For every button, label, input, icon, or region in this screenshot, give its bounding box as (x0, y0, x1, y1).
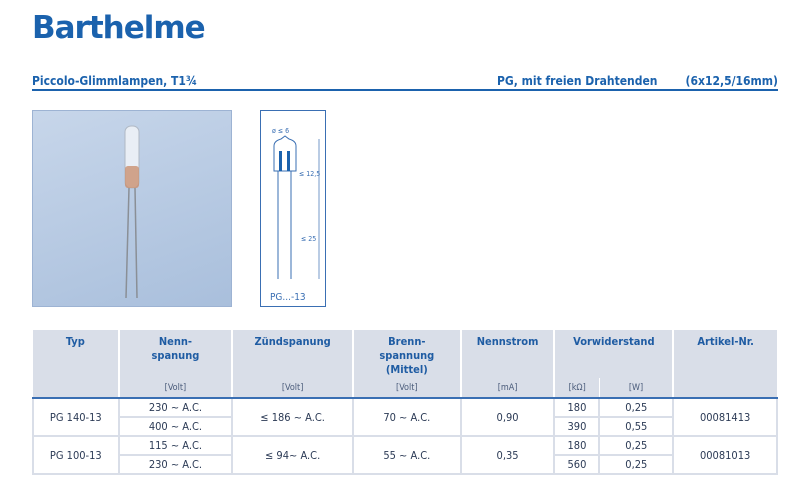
lead-length-label: ≤ 25 (301, 235, 316, 243)
cell-kohm: 180 (553, 397, 601, 418)
product-subtitle: PG, mit freien Drahtenden (497, 74, 658, 88)
cell-brenn: 70 ~ A.C. (351, 397, 462, 437)
header-nennstrom: Nennstrom (459, 330, 555, 378)
cell-typ: PG 100-13 (32, 435, 120, 475)
cell-watt: 0,55 (598, 416, 675, 437)
cell-strom: 0,90 (459, 397, 556, 437)
cell-artikel: 00081413 (672, 397, 778, 437)
specs-table: Typ Nenn- spanung Zündspanung Brenn- spa… (32, 330, 778, 475)
cell-brenn: 55 ~ A.C. (351, 435, 462, 475)
cell-typ: PG 140-13 (32, 397, 120, 437)
cell-nenn: 230 ~ A.C. (117, 397, 234, 418)
table-row: PG 100-13 115 ~ A.C. ≤ 94~ A.C. 55 ~ A.C… (32, 435, 778, 475)
header-brennspannung: Brenn- spannung (Mittel) (351, 330, 461, 378)
unit-kohm: [kΩ] (553, 378, 600, 399)
cell-watt: 0,25 (598, 397, 675, 418)
product-photo (32, 110, 232, 307)
cell-watt: 0,25 (598, 454, 675, 475)
header-nennspanung: Nenn- spanung (117, 330, 233, 378)
unit-empty2 (672, 378, 777, 399)
dimension-drawing: ø ≤ 6 ≤ 12,5 ≤ 25 PG...-13 (260, 110, 326, 307)
unit-nenn: [Volt] (117, 378, 233, 399)
lamp-dimension-diagram: ø ≤ 6 ≤ 12,5 ≤ 25 (272, 127, 320, 279)
cell-nenn: 230 ~ A.C. (117, 454, 234, 475)
cell-kohm: 560 (553, 454, 601, 475)
product-dimensions: (6x12,5/16mm) (685, 74, 778, 88)
cell-zuend: ≤ 186 ~ A.C. (231, 397, 354, 437)
cell-nenn: 400 ~ A.C. (117, 416, 234, 437)
cell-artikel: 00081013 (672, 435, 778, 475)
unit-empty (33, 378, 119, 399)
section-title-bar: Piccolo-Glimmlampen, T1¾ PG, mit freien … (32, 73, 778, 91)
table-row: PG 140-13 230 ~ A.C. ≤ 186 ~ A.C. 70 ~ A… (32, 397, 778, 437)
header-vorwiderstand: Vorwiderstand (553, 330, 674, 378)
drawing-label: PG...-13 (270, 292, 306, 303)
cell-kohm: 180 (553, 435, 601, 456)
header-artikel: Artikel-Nr. (672, 330, 777, 378)
unit-zuend: [Volt] (231, 378, 353, 399)
unit-strom: [mA] (459, 378, 555, 399)
header-typ: Typ (33, 330, 119, 378)
table-subrow: 400 ~ A.C. 390 0,55 (33, 416, 777, 437)
table-subrow: 230 ~ A.C. 560 0,25 (33, 454, 777, 475)
cell-strom: 0,35 (459, 435, 556, 475)
height-label: ≤ 12,5 (299, 170, 320, 178)
unit-watt: [W] (598, 378, 674, 399)
diameter-label: ø ≤ 6 (272, 127, 289, 135)
brand-logo: Barthelme (32, 10, 206, 46)
cell-nenn: 115 ~ A.C. (117, 435, 234, 456)
product-title: Piccolo-Glimmlampen, T1¾ (32, 74, 198, 88)
cell-kohm: 390 (553, 416, 601, 437)
cell-watt: 0,25 (598, 435, 675, 456)
cell-zuend: ≤ 94~ A.C. (231, 435, 354, 475)
glow-lamp-image (124, 125, 140, 299)
header-zuendspanung: Zündspanung (231, 330, 353, 378)
unit-brenn: [Volt] (351, 378, 461, 399)
